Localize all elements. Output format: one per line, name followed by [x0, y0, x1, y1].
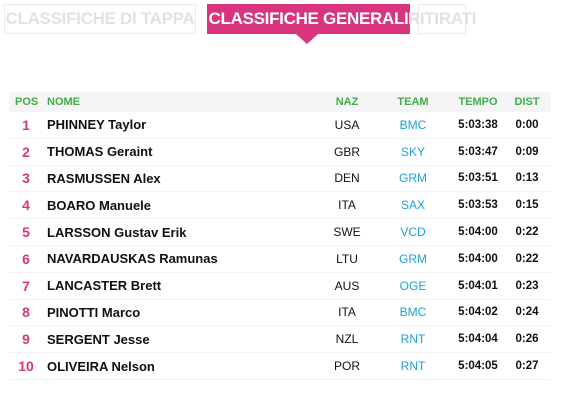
rider-name[interactable]: OLIVEIRA Nelson [47, 358, 155, 374]
table-row[interactable]: 2 THOMAS Geraint GBR SKY 5:03:47 0:09 [9, 139, 551, 166]
rider-gap: 0:24 [515, 306, 539, 319]
tab-withdrawn[interactable]: RITIRATI [408, 4, 476, 34]
table-row[interactable]: 10 OLIVEIRA Nelson POR RNT 5:04:05 0:27 [9, 353, 551, 380]
rider-team-link[interactable]: RNT [400, 359, 426, 374]
table-row[interactable]: 8 PINOTTI Marco ITA BMC 5:04:02 0:24 [9, 300, 551, 327]
header-name: NOME [47, 96, 80, 108]
rider-position: 9 [22, 331, 30, 348]
header-team: TEAM [397, 96, 429, 108]
rider-position: 4 [22, 197, 30, 214]
active-tab-arrow-indicator [296, 34, 318, 44]
rider-nationality: DEN [334, 171, 360, 186]
rider-gap: 0:23 [515, 279, 539, 292]
rider-time: 5:04:00 [458, 226, 498, 239]
rider-time: 5:04:02 [458, 306, 498, 319]
rider-nationality: AUS [334, 278, 360, 293]
rider-name[interactable]: NAVARDAUSKAS Ramunas [47, 251, 218, 267]
rider-position: 10 [18, 358, 34, 375]
rider-name[interactable]: LANCASTER Brett [47, 278, 162, 294]
table-row[interactable]: 7 LANCASTER Brett AUS OGE 5:04:01 0:23 [9, 273, 551, 300]
rider-gap: 0:22 [515, 252, 539, 265]
table-row[interactable]: 5 LARSSON Gustav Erik SWE VCD 5:04:00 0:22 [9, 219, 551, 246]
rider-gap: 0:27 [515, 360, 539, 373]
rider-nationality: POR [333, 359, 360, 374]
rider-name[interactable]: BOARO Manuele [47, 197, 152, 213]
rider-nationality: NZL [335, 332, 359, 347]
rider-position: 8 [22, 304, 30, 321]
general-classification-table: POS NOME NAZ TEAM TEMPO DIST 1 PHINNEY Ta… [9, 92, 551, 380]
rider-team-link[interactable]: BMC [399, 305, 427, 320]
rider-time: 5:03:53 [458, 199, 498, 212]
rider-team-link[interactable]: RNT [400, 332, 426, 347]
rider-name[interactable]: PHINNEY Taylor [47, 117, 147, 133]
rider-gap: 0:13 [515, 172, 539, 185]
header-pos: POS [15, 96, 39, 108]
table-body: 1 PHINNEY Taylor USA BMC 5:03:38 0:00 2 THOMAS … [9, 112, 551, 380]
rider-gap: 0:00 [515, 118, 539, 131]
rider-position: 7 [22, 277, 30, 294]
table-row[interactable]: 9 SERGENT Jesse NZL RNT 5:04:04 0:26 [9, 326, 551, 354]
rider-gap: 0:15 [515, 199, 539, 212]
rider-position: 5 [22, 224, 30, 241]
rider-team-link[interactable]: VCD [400, 225, 426, 240]
rider-time: 5:03:38 [458, 118, 498, 131]
table-header-row: POS NOME NAZ TEAM TEMPO DIST [9, 92, 551, 112]
header-gap: DIST [514, 96, 540, 108]
table-row[interactable]: 1 PHINNEY Taylor USA BMC 5:03:38 0:00 [9, 112, 551, 139]
rider-nationality: LTU [336, 251, 358, 266]
rider-time: 5:03:51 [458, 172, 498, 185]
rider-nationality: GBR [333, 144, 360, 159]
rider-name[interactable]: LARSSON Gustav Erik [47, 224, 187, 240]
rider-nationality: ITA [338, 198, 356, 213]
classification-tabs: CLASSIFICHE DI TAPPA CLASSIFICHE GENERAL… [0, 4, 574, 44]
tab-general-classification[interactable]: CLASSIFICHE GENERALI [207, 4, 410, 34]
tab-stage-classification[interactable]: CLASSIFICHE DI TAPPA [4, 4, 196, 34]
rider-position: 6 [22, 250, 30, 267]
rider-team-link[interactable]: SKY [400, 144, 425, 159]
table-row[interactable]: 4 BOARO Manuele ITA SAX 5:03:53 0:15 [9, 192, 551, 220]
header-nationality: NAZ [335, 96, 359, 108]
rider-gap: 0:26 [515, 333, 539, 346]
rider-time: 5:04:01 [458, 279, 498, 292]
rider-team-link[interactable]: GRM [399, 171, 427, 186]
rider-team-link[interactable]: BMC [399, 117, 427, 132]
header-time: TEMPO [458, 96, 498, 108]
rider-nationality: ITA [338, 305, 356, 320]
rider-time: 5:04:04 [458, 333, 498, 346]
rider-gap: 0:09 [515, 145, 539, 158]
rider-position: 2 [22, 143, 30, 160]
table-row[interactable]: 6 NAVARDAUSKAS Ramunas LTU GRM 5:04:00 0:22 [9, 246, 551, 273]
rider-position: 3 [22, 170, 30, 187]
rider-position: 1 [22, 116, 30, 133]
rider-time: 5:03:47 [458, 145, 498, 158]
rider-nationality: SWE [333, 225, 361, 240]
rider-time: 5:04:05 [458, 360, 498, 373]
rider-time: 5:04:00 [458, 252, 498, 265]
rider-nationality: USA [334, 117, 360, 132]
rider-team-link[interactable]: GRM [399, 251, 427, 266]
rider-name[interactable]: PINOTTI Marco [47, 304, 141, 320]
rider-name[interactable]: THOMAS Geraint [47, 144, 153, 160]
rider-gap: 0:22 [515, 226, 539, 239]
table-row[interactable]: 3 RASMUSSEN Alex DEN GRM 5:03:51 0:13 [9, 166, 551, 193]
rider-name[interactable]: RASMUSSEN Alex [47, 170, 161, 186]
rider-team-link[interactable]: SAX [400, 198, 425, 213]
rider-name[interactable]: SERGENT Jesse [47, 331, 150, 347]
rider-team-link[interactable]: OGE [399, 278, 427, 293]
